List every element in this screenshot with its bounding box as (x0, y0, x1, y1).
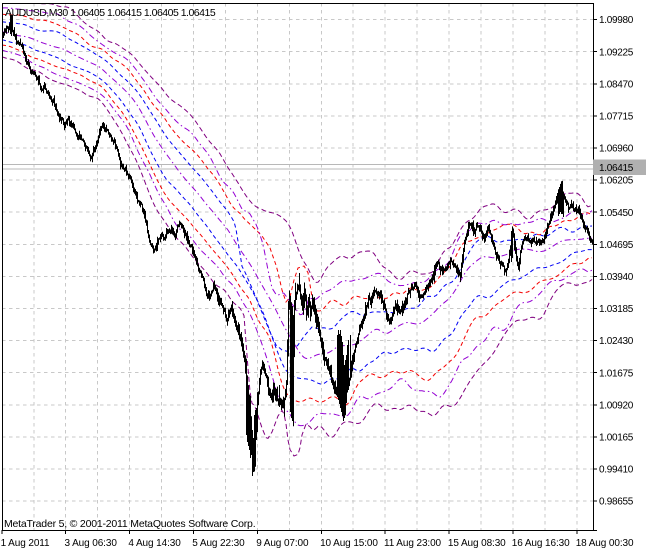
svg-text:AUDUSD,M30 1.06405 1.06415 1.0: AUDUSD,M30 1.06405 1.06415 1.06405 1.064… (5, 7, 216, 19)
svg-text:1.00920: 1.00920 (599, 400, 634, 411)
svg-text:1.05450: 1.05450 (599, 208, 634, 219)
svg-text:9 Aug 07:00: 9 Aug 07:00 (256, 538, 309, 549)
svg-text:16 Aug 16:30: 16 Aug 16:30 (512, 538, 570, 549)
svg-text:1.06960: 1.06960 (599, 144, 634, 155)
svg-text:1.03940: 1.03940 (599, 272, 634, 283)
svg-text:5 Aug 22:30: 5 Aug 22:30 (192, 538, 245, 549)
svg-text:1.06415: 1.06415 (599, 163, 634, 174)
svg-text:1 Aug 2011: 1 Aug 2011 (1, 538, 50, 549)
svg-text:1.01675: 1.01675 (599, 368, 634, 379)
svg-text:4 Aug 14:30: 4 Aug 14:30 (128, 538, 181, 549)
svg-text:0.99410: 0.99410 (599, 465, 634, 476)
svg-text:3 Aug 06:30: 3 Aug 06:30 (65, 538, 118, 549)
svg-text:1.06205: 1.06205 (599, 176, 634, 187)
svg-text:10 Aug 15:00: 10 Aug 15:00 (320, 538, 378, 549)
svg-text:11 Aug 23:00: 11 Aug 23:00 (384, 538, 442, 549)
svg-text:1.03185: 1.03185 (599, 304, 634, 315)
svg-text:1.02430: 1.02430 (599, 336, 634, 347)
svg-text:1.09980: 1.09980 (599, 15, 634, 26)
svg-text:1.00165: 1.00165 (599, 433, 634, 444)
svg-text:1.08470: 1.08470 (599, 79, 634, 90)
svg-text:1.07715: 1.07715 (599, 112, 634, 123)
svg-text:15 Aug 08:30: 15 Aug 08:30 (448, 538, 506, 549)
svg-text:0.98655: 0.98655 (599, 497, 634, 508)
svg-text:1.09225: 1.09225 (599, 47, 634, 58)
svg-text:MetaTrader 5, © 2001-2011 Meta: MetaTrader 5, © 2001-2011 MetaQuotes Sof… (4, 518, 255, 530)
svg-text:1.04695: 1.04695 (599, 240, 634, 251)
svg-text:18 Aug 00:30: 18 Aug 00:30 (576, 538, 634, 549)
